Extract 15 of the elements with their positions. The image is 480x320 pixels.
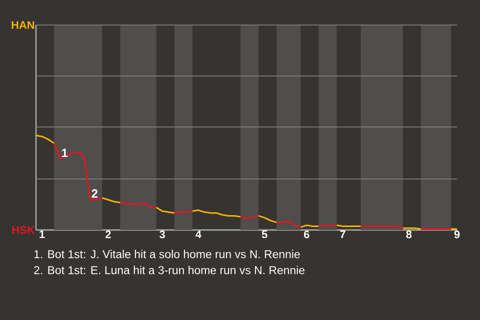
x-tick-label: 3 bbox=[160, 230, 165, 238]
text: 2. Bot 1st: E. Luna hit a 3-run home run vs N. Rennie bbox=[34, 266, 304, 274]
annotation: 2 bbox=[92, 189, 98, 198]
x-tick-label: 2 bbox=[106, 230, 111, 238]
x-tick-label: 9 bbox=[454, 230, 460, 238]
annotation: 1 bbox=[62, 148, 68, 157]
x-tick-label: 8 bbox=[406, 230, 412, 238]
x-tick-label: 5 bbox=[262, 230, 268, 238]
text: HSK bbox=[12, 226, 35, 234]
x-tick-label: 4 bbox=[196, 230, 202, 238]
text: 1. Bot 1st: J. Vitale hit a solo home run vs N. Rennie bbox=[34, 250, 300, 258]
x-tick-label: 7 bbox=[340, 230, 346, 238]
x-tick-label: 6 bbox=[304, 230, 310, 238]
x-tick-label: 1 bbox=[40, 230, 45, 238]
text: HAN bbox=[12, 21, 34, 29]
